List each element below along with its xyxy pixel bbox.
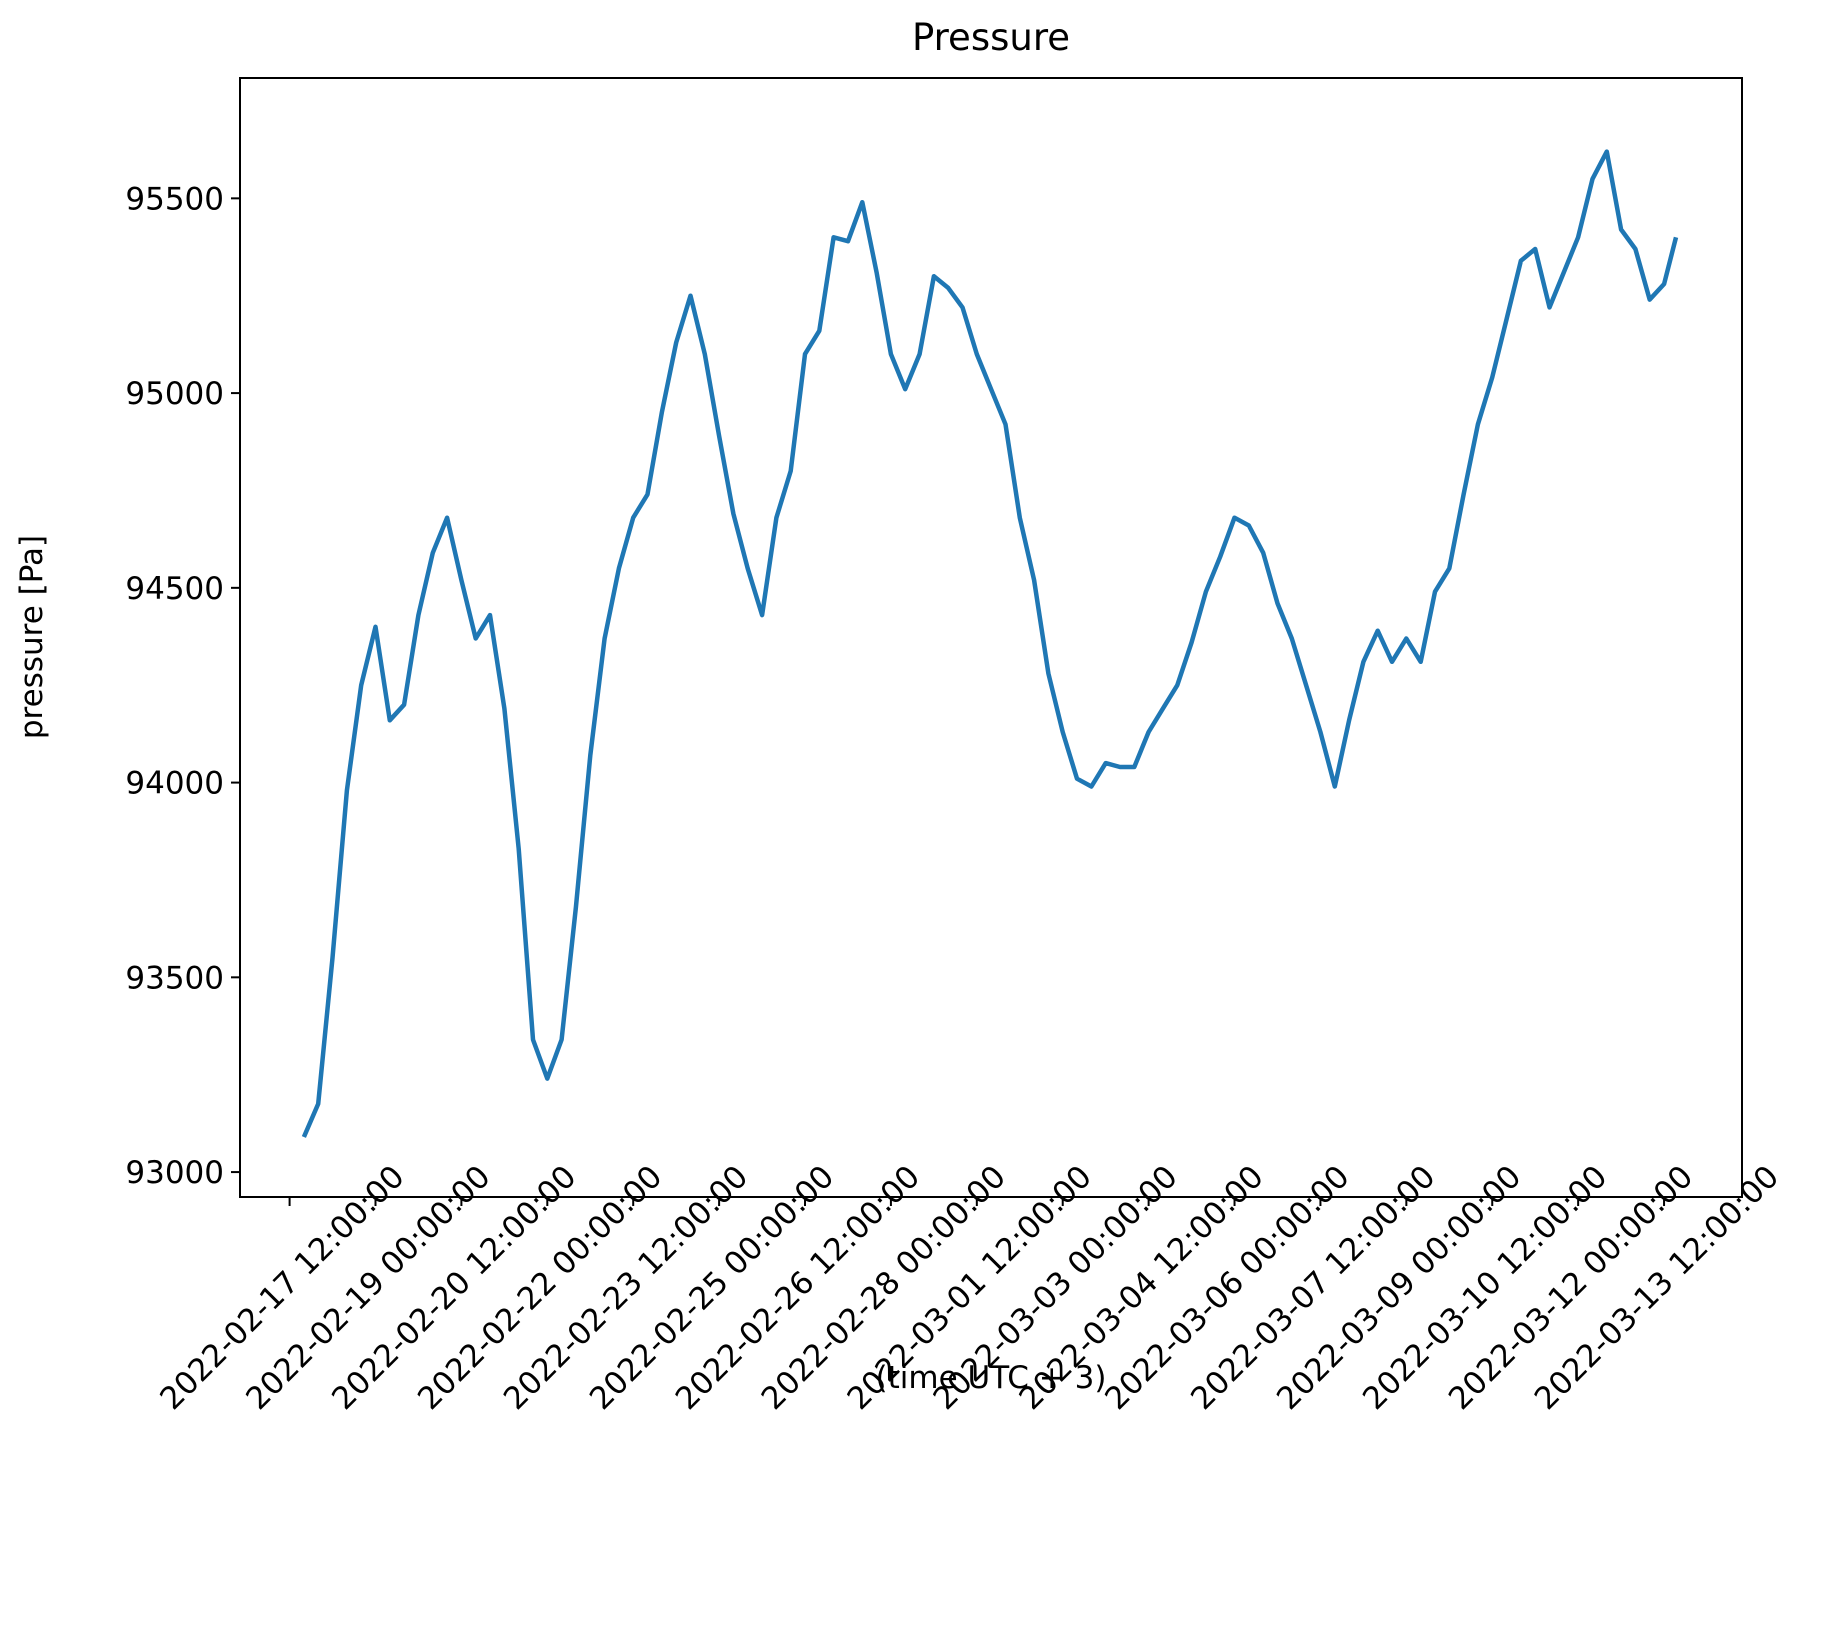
chart-title: Pressure	[912, 16, 1070, 59]
y-tick-label: 94000	[125, 766, 224, 802]
x-axis-label: (time UTC + 3)	[876, 1360, 1107, 1396]
y-tick-label: 93000	[125, 1155, 224, 1191]
y-tick-label: 95500	[125, 181, 224, 217]
y-tick-label: 95000	[125, 376, 224, 412]
line	[301, 149, 1679, 1138]
y-tick-label: 94500	[125, 571, 224, 607]
y-tick-label: 93500	[125, 960, 224, 996]
axes-frame	[239, 77, 1743, 1198]
y-axis-label: pressure [Pa]	[14, 535, 50, 739]
